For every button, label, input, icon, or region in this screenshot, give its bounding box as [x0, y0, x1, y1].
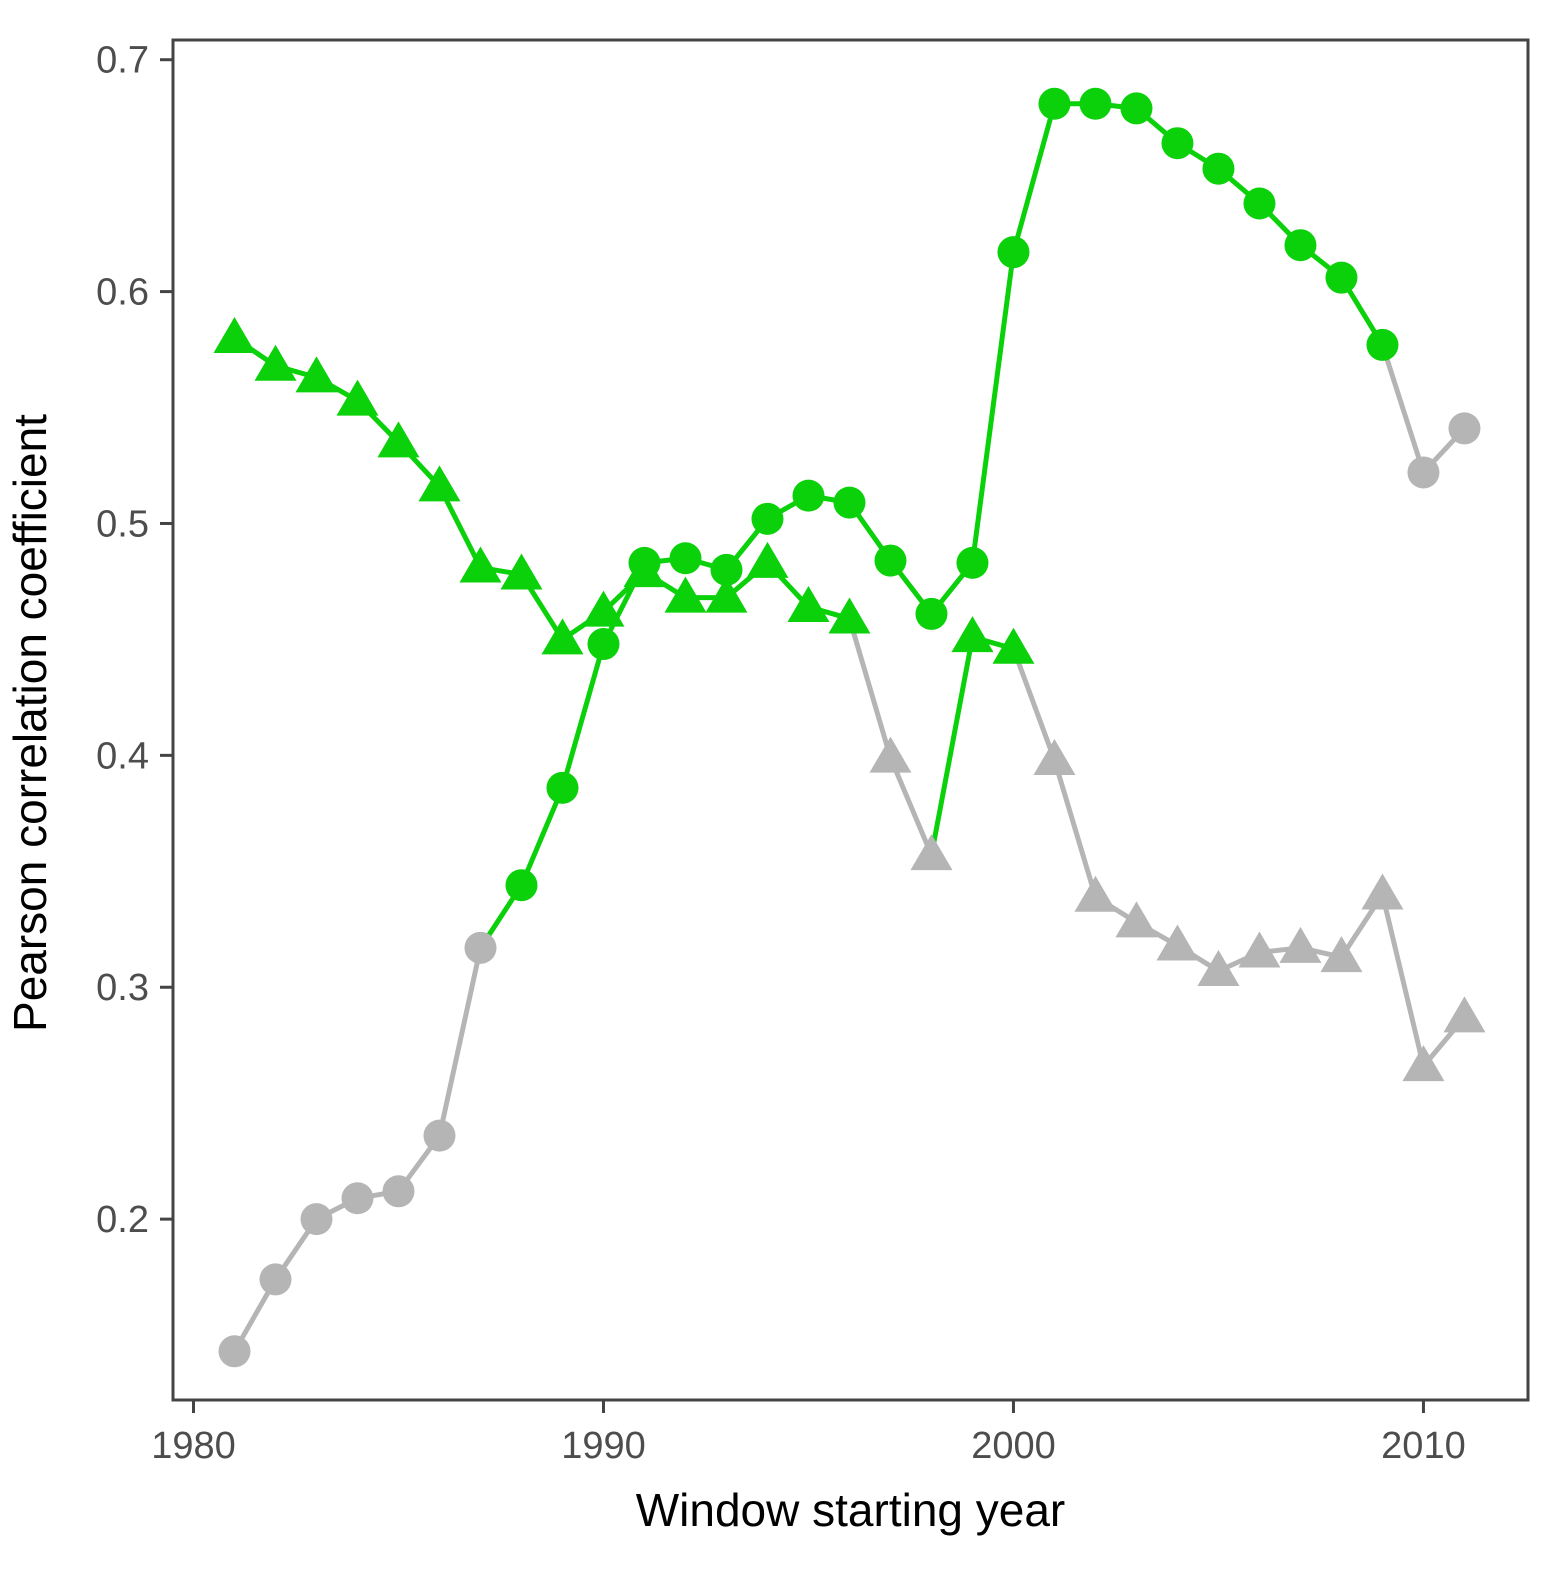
- circle-marker-2004: [1161, 127, 1194, 160]
- triangle-marker-2002: [1074, 875, 1117, 912]
- x-tick-label: 2010: [1381, 1425, 1466, 1467]
- circle-marker-2010: [1407, 456, 1440, 489]
- triangle-marker-1987: [459, 546, 502, 583]
- y-tick-label: 0.5: [96, 503, 149, 545]
- triangle-marker-1985: [377, 421, 420, 458]
- x-tick-label: 2000: [971, 1425, 1056, 1467]
- circle-marker-1983: [300, 1203, 333, 1236]
- circle-series: [218, 87, 1481, 1368]
- y-axis: 0.2 0.3 0.4 0.5 0.6 0.7: [96, 40, 173, 1241]
- circle-marker-1987: [464, 931, 497, 964]
- circle-marker-1985: [382, 1175, 415, 1208]
- y-tick-label: 0.2: [96, 1199, 149, 1241]
- triangle-series-segment: [1010, 646, 1057, 763]
- triangle-marker-1981: [213, 316, 256, 353]
- circle-marker-1995: [792, 479, 825, 512]
- circle-marker-1998: [915, 597, 948, 630]
- triangle-marker-1986: [418, 465, 461, 502]
- circle-series-segment: [559, 641, 606, 791]
- circle-marker-1994: [751, 502, 784, 535]
- triangle-series-segment: [1379, 891, 1426, 1069]
- triangle-marker-2010: [1402, 1045, 1445, 1082]
- circle-marker-2008: [1325, 261, 1358, 294]
- circle-series-segment: [1379, 342, 1426, 475]
- triangle-marker-2001: [1033, 739, 1076, 775]
- triangle-marker-2004: [1156, 924, 1199, 961]
- circle-marker-2000: [997, 236, 1030, 269]
- circle-marker-1999: [956, 546, 989, 579]
- triangle-marker-1998: [910, 834, 953, 871]
- circle-marker-2009: [1366, 328, 1399, 361]
- circle-marker-2007: [1284, 229, 1317, 262]
- triangle-marker-1997: [869, 736, 912, 773]
- circle-marker-2002: [1079, 87, 1112, 120]
- triangle-series: [213, 316, 1486, 1082]
- triangle-marker-2009: [1361, 873, 1404, 910]
- x-axis: 1980 1990 2000 2010: [151, 1400, 1466, 1467]
- y-axis-title: Pearson correlation coefficient: [4, 414, 56, 1032]
- circle-series-segment: [969, 249, 1016, 566]
- circle-marker-1997: [874, 544, 907, 577]
- triangle-marker-1995: [787, 585, 830, 622]
- circle-marker-2006: [1243, 187, 1276, 220]
- triangle-marker-2005: [1197, 950, 1240, 987]
- circle-marker-2003: [1120, 92, 1153, 125]
- triangle-marker-1994: [746, 541, 789, 578]
- triangle-marker-1983: [295, 356, 338, 393]
- circle-marker-1984: [341, 1182, 374, 1215]
- circle-marker-2005: [1202, 152, 1235, 185]
- y-tick-label: 0.7: [96, 40, 149, 82]
- circle-series-segment: [1010, 101, 1057, 255]
- triangle-marker-1992: [664, 576, 707, 613]
- circle-marker-1981: [218, 1335, 251, 1368]
- y-tick-label: 0.3: [96, 967, 149, 1009]
- circle-marker-1993: [710, 553, 743, 586]
- triangle-marker-1996: [828, 597, 871, 634]
- circle-series-segment: [436, 945, 483, 1139]
- circle-marker-1988: [505, 869, 538, 902]
- circle-marker-1986: [423, 1119, 456, 1152]
- circle-marker-2011: [1448, 412, 1481, 445]
- triangle-marker-2007: [1279, 926, 1322, 963]
- x-axis-title: Window starting year: [635, 1484, 1066, 1536]
- x-tick-label: 1990: [561, 1425, 646, 1467]
- triangle-marker-2008: [1320, 936, 1363, 973]
- circle-marker-1996: [833, 486, 866, 519]
- triangle-marker-1982: [254, 344, 297, 381]
- triangle-marker-1984: [336, 379, 379, 416]
- circle-marker-1992: [669, 542, 702, 575]
- triangle-series-segment: [928, 634, 975, 858]
- triangle-marker-1993: [705, 576, 748, 613]
- triangle-marker-1990: [582, 590, 625, 627]
- triangle-series-segment: [887, 755, 934, 858]
- circle-marker-1991: [628, 546, 661, 579]
- circle-series-segment: [518, 785, 565, 888]
- circle-marker-1982: [259, 1263, 292, 1296]
- circle-marker-2001: [1038, 87, 1071, 120]
- triangle-marker-2003: [1115, 901, 1158, 938]
- y-tick-label: 0.6: [96, 272, 149, 314]
- triangle-marker-1999: [951, 616, 994, 653]
- triangle-marker-2006: [1238, 931, 1281, 968]
- triangle-marker-2011: [1443, 996, 1486, 1033]
- triangle-marker-1989: [541, 618, 584, 655]
- triangle-series-segment: [1051, 757, 1098, 900]
- x-tick-label: 1980: [151, 1425, 236, 1467]
- triangle-marker-1988: [500, 553, 543, 590]
- circle-marker-1989: [546, 771, 579, 804]
- triangle-series-segment: [846, 616, 893, 761]
- plot-panel-border: [171, 38, 1530, 1402]
- triangle-marker-2000: [992, 627, 1035, 664]
- circle-marker-1990: [587, 628, 620, 661]
- y-tick-label: 0.4: [96, 735, 149, 777]
